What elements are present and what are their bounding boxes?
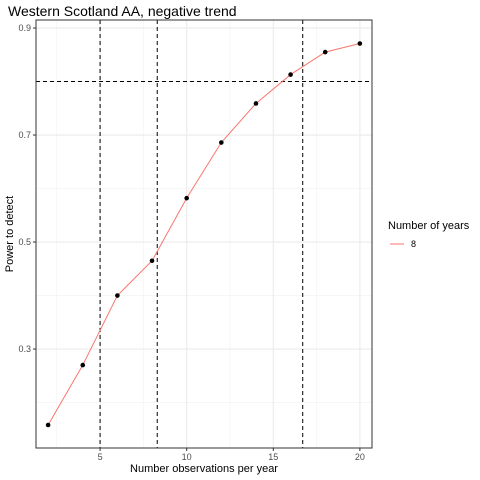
x-tick-label: 15: [268, 452, 278, 462]
data-point: [184, 195, 189, 201]
y-tick-label: 0.9: [18, 23, 31, 33]
x-axis-title: Number observations per year: [130, 463, 278, 475]
y-tick-label: 0.5: [18, 237, 31, 247]
data-point: [115, 293, 120, 298]
data-point: [149, 258, 155, 264]
x-tick-label: 20: [355, 452, 365, 462]
x-axis-ticks: 5 10 15 20: [98, 448, 365, 462]
y-tick-label: 0.7: [18, 130, 31, 140]
chart-title: Western Scotland AA, negative trend: [8, 3, 237, 19]
data-series: [45, 41, 363, 428]
y-tick-label: 0.3: [18, 344, 31, 354]
data-point: [219, 140, 224, 145]
y-axis-ticks: 0.3 0.5 0.7 0.9: [18, 23, 36, 354]
reference-lines: [36, 20, 372, 448]
y-axis-title: Power to detect: [4, 196, 16, 272]
data-point: [253, 101, 259, 106]
plot-panel-border: [35, 19, 373, 449]
series-line: [47, 43, 360, 426]
grid-lines: [36, 20, 372, 448]
legend-label: 8: [411, 239, 416, 249]
data-point: [357, 41, 363, 46]
legend: Number of years 8: [388, 220, 470, 249]
data-point: [45, 422, 51, 428]
legend-title: Number of years: [388, 220, 470, 232]
x-tick-label: 5: [98, 452, 103, 462]
data-point: [288, 72, 293, 77]
data-point: [80, 362, 86, 368]
data-point: [322, 49, 328, 55]
x-tick-label: 10: [182, 452, 192, 462]
